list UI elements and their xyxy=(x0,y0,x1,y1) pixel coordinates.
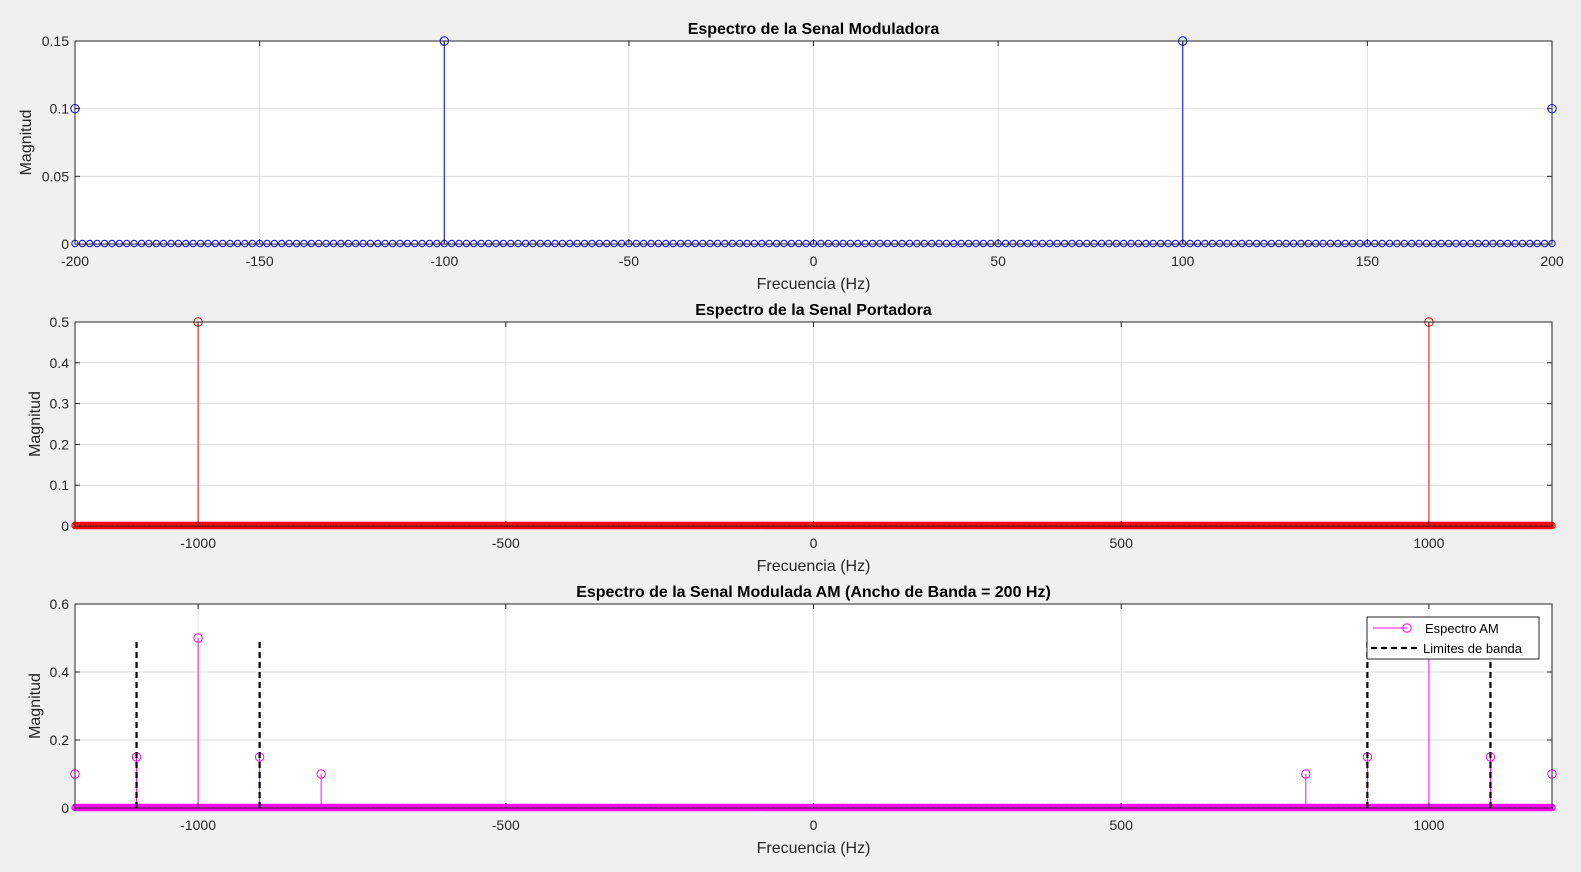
chart-1-xtick-label: 200 xyxy=(1540,253,1564,269)
chart-3-title: Espectro de la Senal Modulada AM (Ancho … xyxy=(576,584,1051,601)
chart-2-ytick-label: 0.4 xyxy=(50,355,70,371)
chart-1-xtick-label: 0 xyxy=(810,253,818,269)
chart-2: -1000 -500 0 500 1000 0 0.1 0.2 0.3 0.4 0.5 Espectr… xyxy=(27,302,1556,575)
chart-1-ytick-label: 0.15 xyxy=(42,33,69,49)
chart-1-ytick-label: 0 xyxy=(61,236,69,252)
chart-3-ytick-label: 0.4 xyxy=(50,664,70,680)
chart-3-xtick-label: -1000 xyxy=(180,817,216,833)
chart-3-xlabel: Frecuencia (Hz) xyxy=(757,840,871,857)
chart-1-ylabel: Magnitud xyxy=(18,110,35,176)
chart-1-xtick-label: -100 xyxy=(430,253,458,269)
chart-3-xtick-label: 1000 xyxy=(1413,817,1444,833)
chart-2-xtick-label: 1000 xyxy=(1413,535,1444,551)
chart-1-xtick-label: 100 xyxy=(1171,253,1195,269)
chart-2-xtick-label: -1000 xyxy=(180,535,216,551)
chart-3-legend-label-1: Limites de banda xyxy=(1423,641,1523,656)
chart-2-xtick-label: 500 xyxy=(1110,535,1134,551)
chart-1-ytick-label: 0.05 xyxy=(42,168,69,184)
chart-3-stem-marker-2 xyxy=(193,633,203,643)
chart-2-xtick-label: -500 xyxy=(492,535,520,551)
chart-3-ylabel: Magnitud xyxy=(27,673,44,739)
chart-3-ytick-label: 0.2 xyxy=(50,732,70,748)
chart-1-title: Espectro de la Senal Moduladora xyxy=(688,21,940,38)
chart-3-stem-marker-5 xyxy=(1301,769,1311,779)
chart-2-ytick-label: 0.2 xyxy=(50,436,70,452)
chart-3-xtick-label: 500 xyxy=(1110,817,1134,833)
chart-3: -1000 -500 0 500 1000 0 0.2 0.4 0.6 Espectro de l… xyxy=(27,584,1557,857)
chart-1-xtick-label: -150 xyxy=(246,253,274,269)
chart-2-title: Espectro de la Senal Portadora xyxy=(695,302,932,319)
chart-2-ylabel: Magnitud xyxy=(27,391,44,457)
chart-2-ytick-label: 0.5 xyxy=(50,314,70,330)
chart-3-legend-marker-0 xyxy=(1402,623,1412,633)
chart-1-xlabel: Frecuencia (Hz) xyxy=(757,276,871,293)
chart-2-ytick-label: 0.1 xyxy=(50,477,70,493)
chart-3-legend: Espectro AM Limites de banda xyxy=(1366,616,1540,660)
chart-1-xtick-label: -200 xyxy=(61,253,89,269)
chart-2-xtick-label: 0 xyxy=(810,535,818,551)
chart-1-xtick-label: 50 xyxy=(990,253,1006,269)
chart-3-legend-label-0: Espectro AM xyxy=(1425,621,1499,636)
chart-1-xtick-label: 150 xyxy=(1356,253,1380,269)
chart-3-legend-box xyxy=(1366,616,1540,660)
chart-2-ytick-label: 0 xyxy=(61,518,69,534)
chart-3-stem-marker-4 xyxy=(316,769,326,779)
chart-3-ytick-label: 0.6 xyxy=(50,596,70,612)
chart-3-xtick-label: 0 xyxy=(810,817,818,833)
chart-3-xtick-label: -500 xyxy=(492,817,520,833)
chart-1-xtick-label: -50 xyxy=(619,253,639,269)
chart-1: -200 -150 -100 -50 0 50 100 150 200 0 0.05 0.1 0.15 E… xyxy=(18,21,1564,293)
chart-2-xlabel: Frecuencia (Hz) xyxy=(757,558,871,575)
chart-2-ytick-label: 0.3 xyxy=(50,396,70,412)
chart-1-ytick-label: 0.1 xyxy=(50,101,70,117)
chart-3-ytick-label: 0 xyxy=(61,800,69,816)
